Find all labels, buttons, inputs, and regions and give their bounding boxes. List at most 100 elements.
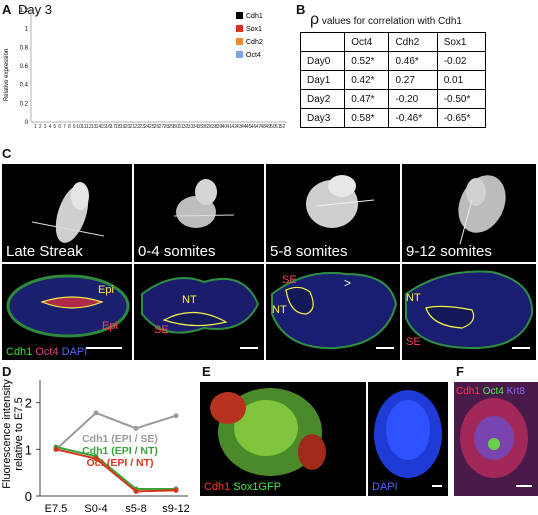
stage-label: 5-8 somites (270, 243, 348, 260)
tissue-outline (6, 274, 130, 338)
table-header-cell: Cdh2 (388, 32, 438, 52)
annotation-se: SE (406, 336, 421, 348)
panel-e-photo-cdh1-sox1gfp: Cdh1 Sox1GFP (200, 382, 366, 496)
legend-cdh1-oct4-dapi: Cdh1 Oct4 DAPI (6, 346, 87, 358)
section-photo-late-streak: Epi Epi Cdh1 Oct4 DAPI (2, 264, 132, 360)
panel-a-label: A (2, 2, 12, 17)
x-tick-label: 34 (193, 124, 199, 130)
panel-d-label: D (2, 364, 12, 379)
legend-swatch (236, 51, 243, 58)
x-tick-label: 19 (120, 124, 126, 130)
x-tick-label: 42 (231, 124, 237, 130)
table-cell: -0.02 (436, 51, 487, 71)
legend-label: Sox1 (246, 26, 262, 33)
nuclei-core (386, 400, 430, 460)
panel-b-title: ρ values for correlation with Cdh1 (310, 11, 462, 29)
legend-dapi: DAPI (372, 481, 398, 493)
legend-swatch (236, 38, 243, 45)
x-tick-label: 36 (202, 124, 208, 130)
y-tick-label: 1 (25, 442, 32, 457)
legend-label: Cdh1 (EPI / SE) (82, 433, 158, 445)
table-cell: Day1 (299, 70, 346, 90)
table-header-cell: Sox1 (436, 32, 487, 52)
data-point (93, 456, 99, 462)
legend-item: Cdh1 (6, 346, 36, 358)
x-tick-label: 18 (115, 124, 121, 130)
rho-table: Oct4 Cdh2 Sox1 Day0 0.52* 0.46* -0.02 Da… (299, 32, 487, 128)
stage-label: 0-4 somites (138, 243, 216, 260)
x-tick-label: 28 (163, 124, 169, 130)
x-tick-label: 39 (217, 124, 223, 130)
legend-item: Cdh1 (204, 481, 234, 493)
legend-item: Oct4 (482, 386, 507, 397)
x-tick-label: 6 (58, 124, 61, 130)
legend-label: Cdh1 (EPI / NT) (82, 445, 158, 457)
panel-a-ylabel: Relative expression (4, 49, 10, 101)
table-header-cell: Oct4 (344, 32, 390, 52)
legend-item: Krt8 (506, 386, 525, 397)
colony-core (234, 400, 298, 456)
legend-label: Cdh1 (246, 13, 263, 20)
x-tick-label: 24 (144, 124, 150, 130)
ylabel-text: Fluorescence intensity (1, 379, 13, 489)
x-tick-label: 16 (105, 124, 111, 130)
outlined-region (162, 311, 228, 327)
legend-cdh1-oct4-krt8: Cdh1 Oct4 Krt8 (456, 386, 525, 397)
x-tick-label: 44 (241, 124, 247, 130)
embryo-highlight (466, 178, 486, 206)
table-row: Day1 0.42* 0.27 0.01 (299, 70, 487, 90)
table-cell: 0.52* (344, 51, 390, 71)
x-tick-label: 33 (188, 124, 194, 130)
y-tick-label: 0.2 (20, 101, 29, 107)
panel-c-label: C (2, 146, 12, 161)
section-line (459, 199, 473, 245)
panel-a-title: Day 3 (18, 2, 52, 17)
data-point (173, 487, 179, 493)
x-tick-label: 5 (53, 124, 56, 130)
x-tick-label: 14 (96, 124, 102, 130)
ylabel-text: relative to E7.5 (13, 397, 25, 470)
panel-b-title-text: values for correlation with Cdh1 (319, 16, 462, 27)
table-cell: -0.46* (388, 108, 438, 128)
x-tick-label: 21 (130, 124, 136, 130)
table-cell: 0.01 (436, 70, 487, 90)
x-tick-label: 31 (178, 124, 184, 130)
table-cell: 0.46* (388, 51, 438, 71)
x-tick-label: s5-8 (125, 503, 146, 515)
panel-d-ylabel-line1: Fluorescence intensity (1, 379, 13, 489)
embryo-photo-5-8-somites: 5-8 somites (266, 164, 400, 262)
rho-symbol: ρ (310, 11, 320, 28)
x-tick-label: 8 (68, 124, 71, 130)
x-tick-label: 51 (275, 124, 281, 130)
stage-label: Late Streak (6, 243, 83, 260)
x-tick-label: 35 (197, 124, 203, 130)
table-cell: Day2 (299, 89, 346, 109)
embryo-photo-9-12-somites: 9-12 somites (402, 164, 536, 262)
x-tick-label: S0-4 (84, 503, 107, 515)
table-row: Day0 0.52* 0.46* -0.02 (299, 51, 487, 71)
y-tick-label: 0.4 (20, 83, 29, 89)
x-tick-label: 38 (212, 124, 218, 130)
x-tick-label: 1 (34, 124, 37, 130)
x-tick-label: 13 (91, 124, 97, 130)
panel-d-chart: Fluorescence intensity relative to E7.5 … (1, 379, 190, 515)
panel-e-photo-dapi: DAPI (368, 382, 448, 496)
legend-item: Sox1GFP (233, 481, 282, 493)
x-tick-label: 9 (73, 124, 76, 130)
y-tick-label: 0.8 (20, 45, 29, 51)
x-tick-label: 4 (49, 124, 52, 130)
embryo-highlight (195, 179, 217, 205)
table-cell: Day3 (299, 108, 346, 128)
x-tick-label: 46 (251, 124, 257, 130)
x-tick-label: 22 (134, 124, 140, 130)
table-cell: 0.42* (344, 70, 390, 90)
x-tick-label: 20 (125, 124, 131, 130)
table-cell: 0.47* (344, 89, 390, 109)
x-tick-label: 47 (256, 124, 262, 130)
section-line (315, 199, 375, 207)
table-cell: 0.27 (388, 70, 438, 90)
x-tick-label: 30 (173, 124, 179, 130)
y-tick-label: 0 (25, 120, 29, 126)
x-tick-label: E7.5 (45, 503, 68, 515)
panel-f-photo: Cdh1 Oct4 Krt8 (454, 382, 538, 496)
